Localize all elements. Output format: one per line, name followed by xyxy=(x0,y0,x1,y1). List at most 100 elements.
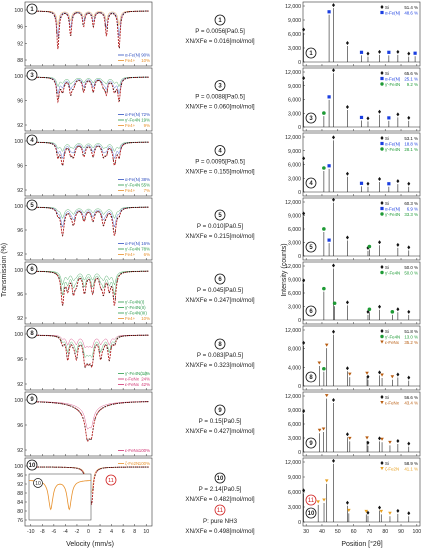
mossbauer-data-point xyxy=(68,287,70,289)
mossbauer-data-point xyxy=(96,277,98,279)
mossbauer-data-point xyxy=(112,88,114,90)
mossbauer-data-point xyxy=(130,401,133,403)
mossbauer-data-point xyxy=(88,364,90,366)
mossbauer-data-point xyxy=(145,466,147,468)
mossbauer-data-point xyxy=(124,335,126,337)
condition-block-1: 1 P = 0.0056[Pa0.5] XN/XFe = 0.016[mol/mol… xyxy=(185,14,255,45)
mossbauer-data-point xyxy=(50,11,52,13)
mossbauer-legend-label: Fe4+ xyxy=(125,123,136,128)
xrd-peak-marker-gamma-prime xyxy=(332,301,337,306)
mossbauer-data-point xyxy=(44,207,46,209)
mossbauer-data-point xyxy=(84,17,86,19)
mossbauer-ytick-label: 76 xyxy=(17,518,23,524)
mossbauer-data-point xyxy=(139,401,141,403)
mossbauer-data-point xyxy=(124,207,126,209)
mossbauer-data-point xyxy=(118,46,120,48)
xrd-peak-marker-nitride xyxy=(322,498,326,502)
mossbauer-data-point xyxy=(44,10,46,12)
xrd-peak-marker-alpha-fe xyxy=(413,51,417,55)
mossbauer-data-point xyxy=(120,466,122,468)
sample-badge-label: 3 xyxy=(30,73,34,79)
xrd-legend-label: Si xyxy=(385,265,389,270)
xrd-legend-label: γ'-Fe4N xyxy=(385,147,400,152)
mossbauer-data-point xyxy=(66,289,68,291)
mossbauer-data-point xyxy=(120,335,122,337)
mossbauer-data-point xyxy=(114,91,116,93)
mossbauer-data-point xyxy=(66,82,68,84)
mossbauer-legend-label: γ'-Fe4N xyxy=(125,247,140,252)
mossbauer-legend-label: ε-FeNx xyxy=(125,448,140,453)
mossbauer-data-point xyxy=(102,407,104,409)
mossbauer-panel-4: 100 96 92 4 α-Fe(N) 38%γ'-Fe4N 55% Fe4+ 7% xyxy=(14,132,153,197)
mossbauer-legend-value: 34% xyxy=(141,371,150,376)
mossbauer-data-point xyxy=(46,142,48,144)
condition-block-10: 10 P = 2.14[Pa0.5] XN/XFe = 0.482[mol/mol]… xyxy=(185,472,255,535)
mossbauer-data-point xyxy=(76,212,78,214)
xrd-peak-marker-nitride xyxy=(348,372,352,376)
xrd-legend-marker xyxy=(380,141,384,146)
mossbauer-data-point xyxy=(143,141,145,143)
mossbauer-data-point xyxy=(52,335,54,337)
mossbauer-data-point xyxy=(86,363,88,365)
xrd-peak-marker-si xyxy=(345,171,349,176)
xrd-peak-marker-si xyxy=(366,51,370,56)
xrd-ytick-label: 0 xyxy=(298,254,301,260)
mossbauer-legend-label: Fe4+ xyxy=(125,316,136,321)
condition-badge-label: 9 xyxy=(218,408,222,414)
mossbauer-data-point xyxy=(48,401,50,403)
mossbauer-xtick-label: -6 xyxy=(52,529,57,535)
mossbauer-data-point xyxy=(68,19,70,21)
mossbauer-data-point xyxy=(132,466,135,468)
mossbauer-data-point xyxy=(50,335,52,337)
xrd-legend-label: γ'-Fe4N xyxy=(385,212,400,217)
alt-sample-badge-label: 11 xyxy=(108,478,114,484)
mossbauer-data-point xyxy=(96,12,98,14)
mossbauer-data-point xyxy=(114,343,116,345)
mossbauer-data-point xyxy=(132,10,135,12)
mossbauer-data-point xyxy=(68,353,70,355)
mossbauer-data-point xyxy=(44,334,46,337)
mossbauer-data-point xyxy=(46,335,48,337)
xrd-peak-marker-si xyxy=(378,436,382,441)
mossbauer-data-point xyxy=(124,78,126,80)
mossbauer-data-point xyxy=(86,13,88,15)
mossbauer-data-point xyxy=(56,273,58,276)
mossbauer-data-point xyxy=(110,404,112,406)
xrd-ytick-label: 6,000 xyxy=(288,291,301,297)
mossbauer-data-point xyxy=(137,10,139,12)
sample-badge xyxy=(26,134,38,146)
xrd-peak-marker-si xyxy=(407,245,411,250)
mossbauer-data-point xyxy=(76,80,78,82)
mossbauer-data-point xyxy=(48,77,50,79)
mossbauer-data-point xyxy=(98,211,100,213)
condition-pressure: P = 0.0095[Pa0.5] xyxy=(195,159,245,166)
mossbauer-data-point xyxy=(64,152,66,154)
xrd-ytick-label: 9,000 xyxy=(288,475,301,481)
mossbauer-data-point xyxy=(106,283,108,285)
xrd-ytick-label: 12,000 xyxy=(285,135,301,141)
xrd-peak-marker-si xyxy=(378,304,382,309)
inset-badge xyxy=(33,478,43,488)
mossbauer-data-point xyxy=(106,152,108,154)
xrd-xtick-label: 80 xyxy=(382,529,388,535)
mossbauer-data-point xyxy=(98,145,100,148)
xrd-panel-9: 12,000 9,000 6,000 3,000 0 9 Si 56.6 % ε-FeNx 43.… xyxy=(285,391,421,457)
mossbauer-legend-value: 7% xyxy=(144,188,150,193)
xrd-peak-marker-gamma-prime xyxy=(322,286,326,291)
mossbauer-data-point xyxy=(46,207,48,209)
mossbauer-component-curve xyxy=(27,270,149,286)
mossbauer-data-point xyxy=(94,148,96,151)
xrd-alt-badge-label: 11 xyxy=(308,498,315,504)
xrd-peak-marker-si xyxy=(332,458,336,463)
xrd-peak-marker-si xyxy=(345,300,349,305)
xrd-legend-label: Si xyxy=(385,136,389,141)
mossbauer-legend-value: 6% xyxy=(144,252,150,257)
xrd-ytick-label: 9,000 xyxy=(288,18,301,24)
mossbauer-data-point xyxy=(116,24,118,26)
mossbauer-data-point xyxy=(48,271,50,273)
mossbauer-data-point xyxy=(80,81,82,83)
xrd-ytick-label: 6,000 xyxy=(288,32,301,38)
mossbauer-data-point xyxy=(44,142,46,144)
mossbauer-data-point xyxy=(122,144,124,146)
mossbauer-data-point xyxy=(110,216,112,218)
